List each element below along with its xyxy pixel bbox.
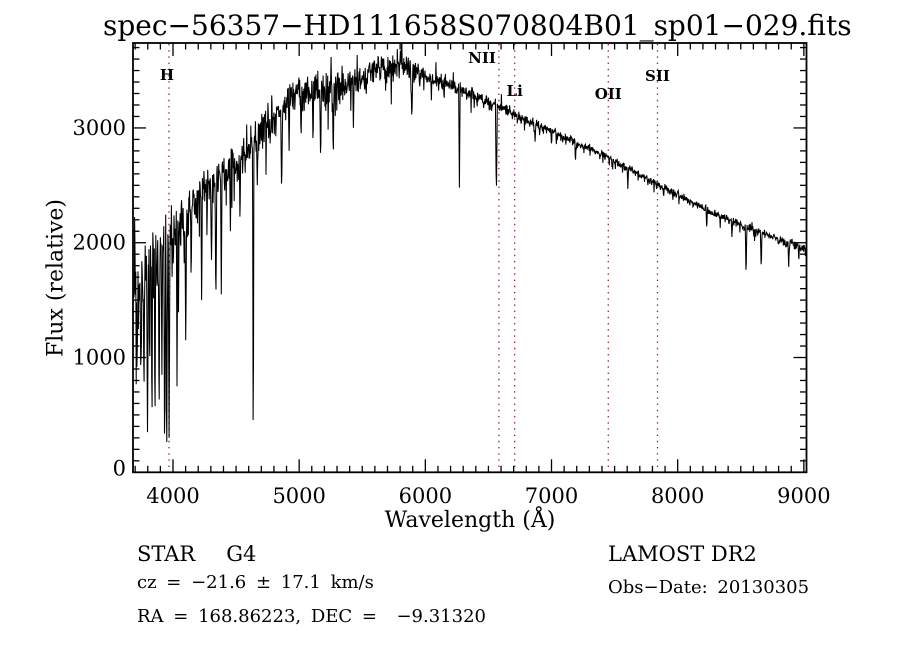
y-tick-label: 3000 [73, 116, 126, 140]
cz-value: cz = −21.6 ± 17.1 km/s [137, 572, 374, 593]
x-tick-label: 9000 [777, 484, 830, 508]
y-axis-label: Flux (relative) [43, 198, 69, 358]
class-label: STAR [137, 542, 196, 566]
line-marker-label: NII [468, 49, 496, 67]
x-tick-label: 6000 [399, 484, 452, 508]
line-marker-label: H [160, 66, 174, 84]
line-marker-label: OII [595, 85, 622, 103]
x-tick-label: 4000 [146, 484, 199, 508]
plot-content: 4000 5000 6000 7000 8000 9000 0 1000 2000 3000 H NI… [73, 42, 831, 508]
x-axis-label: Wavelength (Å) [384, 508, 556, 533]
plot-title: spec−56357−HD111658S070804B01_sp01−029.f… [103, 9, 852, 42]
classification-row: STAR G4 [137, 542, 256, 566]
line-marker-label: SII [645, 67, 670, 85]
y-tick-label: 0 [113, 456, 126, 480]
survey-label: LAMOST DR2 [608, 542, 757, 566]
x-tick-label: 7000 [525, 484, 578, 508]
obsdate-value: Obs−Date: 20130305 [608, 577, 810, 598]
x-tick-label: 5000 [272, 484, 325, 508]
x-tick-label: 8000 [651, 484, 704, 508]
y-tick-label: 1000 [73, 346, 126, 370]
line-marker-label: Li [507, 82, 524, 100]
subclass-label: G4 [226, 542, 257, 566]
y-tick-label: 2000 [73, 231, 126, 255]
spectrum-line [133, 43, 807, 443]
radec-value: RA = 168.86223, DEC = −9.31320 [137, 606, 486, 627]
